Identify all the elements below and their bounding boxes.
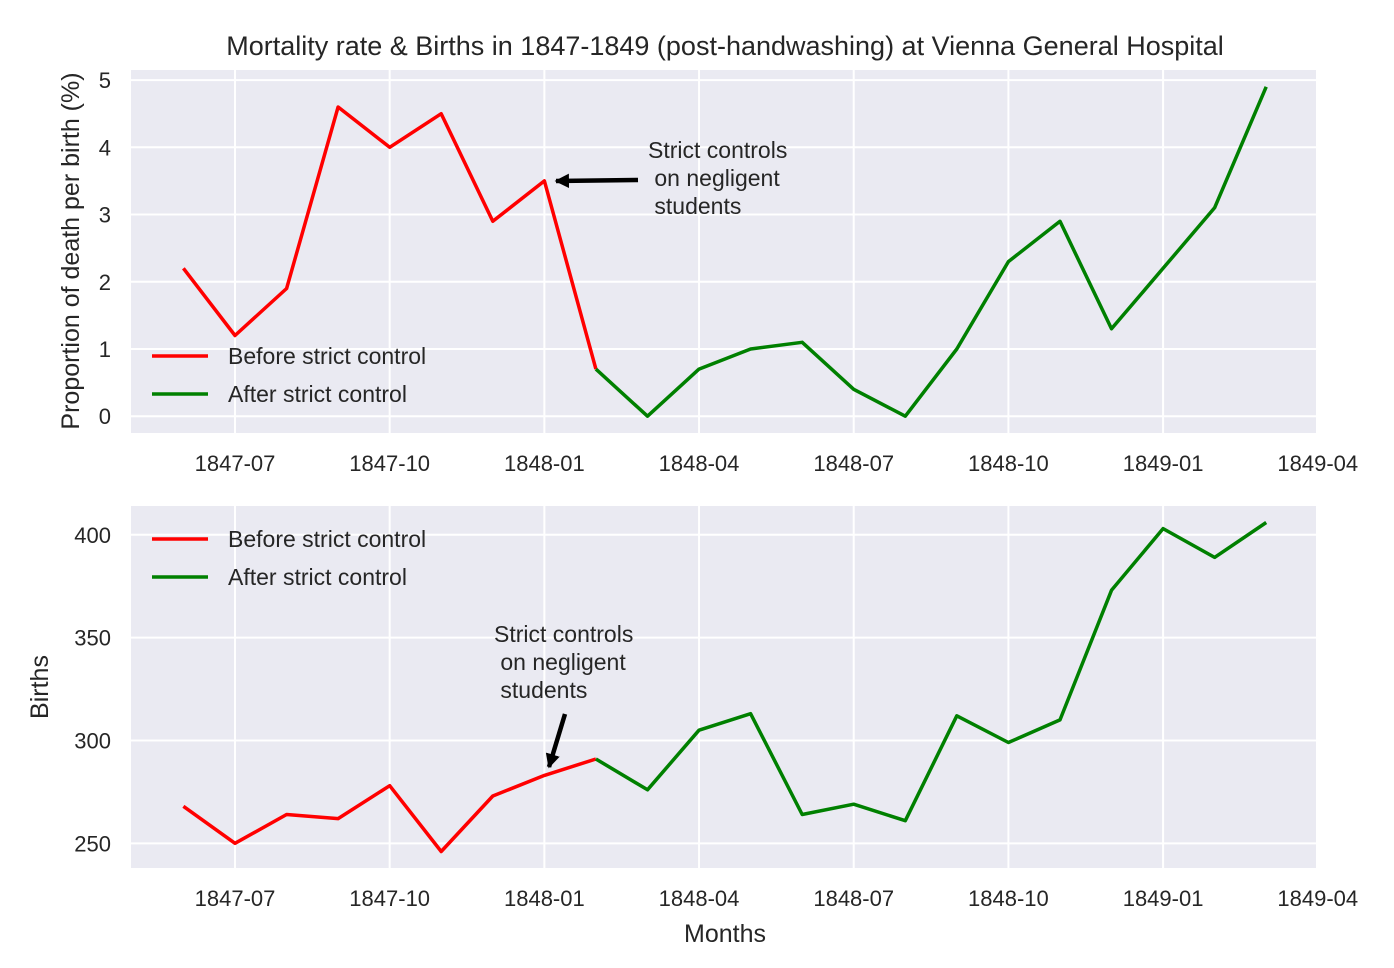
- x-tick-label: 1848-10: [968, 886, 1049, 911]
- y-tick-label: 0: [99, 404, 111, 429]
- x-tick-label: 1849-01: [1123, 886, 1204, 911]
- annotation-arrow: [554, 173, 639, 189]
- x-tick-label: 1848-01: [504, 451, 585, 476]
- legend-label-before: Before strict control: [228, 526, 426, 552]
- y-tick-label: 5: [99, 68, 111, 93]
- y-tick-labels: 0 1 2 3 4 5: [99, 68, 111, 429]
- y-tick-label: 2: [99, 270, 111, 295]
- mortality-chart: Mortality rate & Births in 1847-1849 (po…: [57, 31, 1358, 476]
- annotation-line-3: students: [648, 193, 741, 219]
- x-axis-label: Months: [684, 920, 766, 948]
- x-tick-label: 1848-04: [659, 451, 740, 476]
- x-tick-labels: 1847-07 1847-10 1848-01 1848-04 1848-07 1848-…: [195, 451, 1359, 476]
- annotation-line-2: on negligent: [494, 649, 626, 675]
- annotation: Strict controls on negligent students: [554, 137, 787, 219]
- gridlines: [131, 70, 1319, 433]
- y-tick-label: 350: [74, 626, 111, 651]
- y-tick-label: 3: [99, 203, 111, 228]
- annotation-line-3: students: [494, 677, 587, 703]
- series-line-before: [182, 105, 598, 370]
- y-tick-label: 250: [74, 831, 111, 856]
- plot-area: [131, 506, 1316, 868]
- annotation-line-1: Strict controls: [648, 137, 787, 163]
- gridlines: [131, 506, 1319, 868]
- legend: Before strict control After strict contr…: [152, 526, 426, 590]
- annotation-line-2: on negligent: [648, 165, 780, 191]
- annotation-arrow: [545, 713, 568, 769]
- y-axis-label: Births: [26, 655, 54, 719]
- series-line-after: [595, 521, 1268, 823]
- series-lines: [182, 86, 1268, 418]
- legend-label-after: After strict control: [228, 564, 407, 590]
- x-tick-label: 1847-10: [349, 886, 430, 911]
- x-tick-label: 1847-07: [195, 451, 276, 476]
- y-tick-label: 400: [74, 523, 111, 548]
- legend-label-after: After strict control: [228, 381, 407, 407]
- series-line-after: [594, 86, 1268, 418]
- annotation: Strict controls on negligent students: [494, 621, 633, 769]
- series-lines: [182, 521, 1268, 854]
- x-tick-label: 1848-07: [813, 886, 894, 911]
- x-tick-label: 1849-04: [1277, 886, 1358, 911]
- annotation-line-1: Strict controls: [494, 621, 633, 647]
- x-tick-label: 1847-07: [195, 886, 276, 911]
- legend: Before strict control After strict contr…: [152, 343, 426, 407]
- y-tick-label: 4: [99, 135, 111, 160]
- y-tick-label: 300: [74, 728, 111, 753]
- x-tick-label: 1848-10: [968, 451, 1049, 476]
- y-tick-labels: 250 300 350 400: [74, 523, 111, 857]
- x-tick-label: 1849-04: [1277, 451, 1358, 476]
- x-tick-label: 1848-04: [659, 886, 740, 911]
- x-tick-label: 1847-10: [349, 451, 430, 476]
- births-chart: 1847-07 1847-10 1848-01 1848-04 1848-07 1848-…: [26, 506, 1358, 948]
- chart-title: Mortality rate & Births in 1847-1849 (po…: [226, 31, 1224, 61]
- plot-area: [131, 70, 1316, 433]
- x-tick-label: 1848-01: [504, 886, 585, 911]
- x-tick-label: 1849-01: [1123, 451, 1204, 476]
- y-axis-label: Proportion of death per birth (%): [57, 72, 85, 429]
- x-tick-labels: 1847-07 1847-10 1848-01 1848-04 1848-07 1848-…: [195, 886, 1359, 911]
- y-tick-label: 1: [99, 337, 111, 362]
- legend-label-before: Before strict control: [228, 343, 426, 369]
- x-tick-label: 1848-07: [813, 451, 894, 476]
- series-line-before: [182, 757, 597, 854]
